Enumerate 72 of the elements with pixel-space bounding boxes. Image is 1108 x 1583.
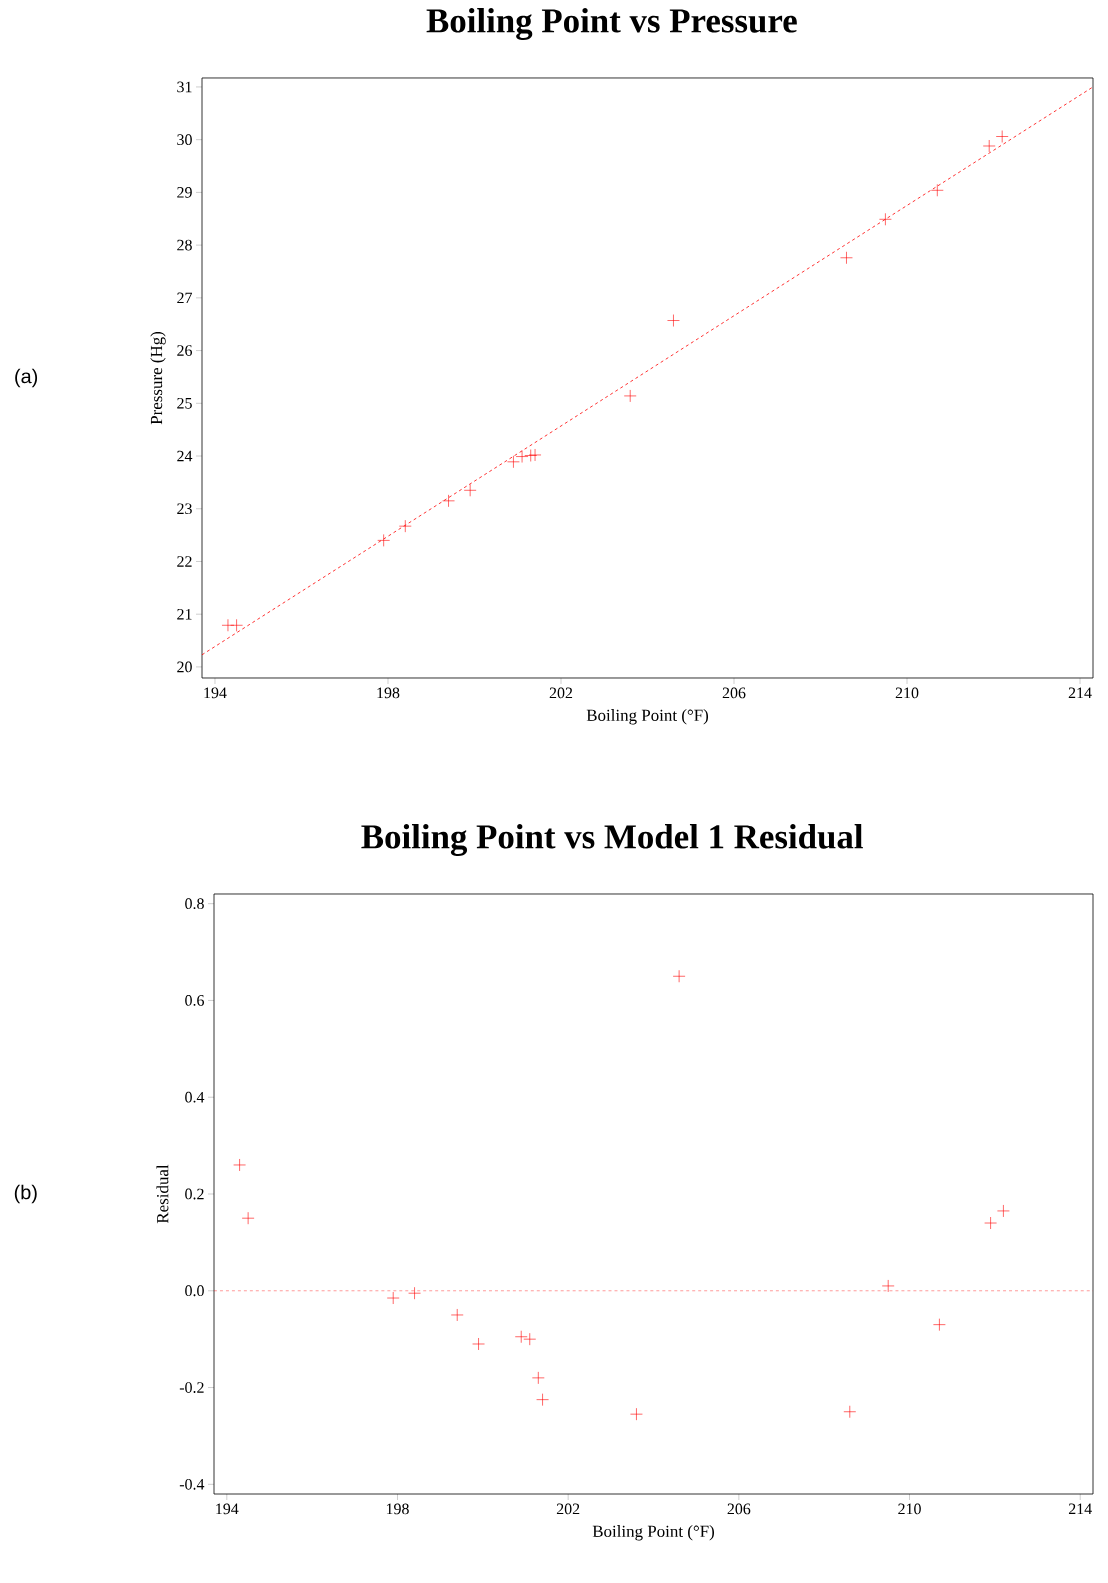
point [241, 1211, 255, 1225]
point [881, 1279, 895, 1293]
point [515, 450, 529, 463]
point [997, 1204, 1010, 1218]
y-tick-label: 0.0 [185, 1285, 204, 1297]
point [672, 969, 686, 983]
x-tick-label: 210 [898, 1503, 921, 1515]
chart-title: Boiling Point vs Pressure [426, 8, 797, 40]
y-tick-label: 30 [177, 134, 192, 146]
x-tick-label: 210 [895, 687, 919, 699]
y-tick-label: 21 [177, 608, 192, 620]
point [442, 494, 455, 508]
x-axis-title: Boiling Point (°F) [586, 709, 709, 725]
y-axis-title: Residual [156, 1164, 169, 1224]
text: (b) [14, 1184, 37, 1204]
x-tick-label: 214 [1068, 687, 1092, 699]
y-tick-label: 24 [177, 450, 193, 462]
y-tick-label: -0.4 [179, 1478, 205, 1490]
point [386, 1291, 400, 1305]
point [514, 1330, 528, 1344]
point [933, 1318, 946, 1331]
x-tick-label: 194 [204, 687, 227, 699]
point [528, 448, 542, 462]
y-tick-label: 27 [177, 292, 193, 304]
y-tick-label: 0.4 [185, 1091, 205, 1103]
y-tick-label: 29 [177, 187, 192, 198]
y-tick-label: 0.6 [185, 995, 205, 1006]
x-tick-label: 198 [377, 687, 400, 699]
point [398, 519, 412, 533]
point [843, 1405, 857, 1419]
x-tick-label: 198 [386, 1503, 409, 1515]
x-tick-label: 206 [722, 687, 746, 699]
point [931, 183, 944, 197]
y-tick-label: 31 [177, 81, 192, 93]
y-axis-title: Pressure (Hg) [150, 331, 166, 425]
point [630, 1407, 643, 1421]
point [840, 251, 853, 265]
point [982, 139, 996, 153]
point [536, 1393, 549, 1406]
y-tick-label: 26 [177, 345, 193, 356]
point [523, 1332, 537, 1346]
point [532, 1371, 545, 1385]
text: (a) [15, 368, 38, 388]
point [524, 449, 538, 462]
y-tick-label: 23 [177, 503, 192, 515]
x-tick-label: 202 [556, 1503, 580, 1515]
point [408, 1286, 421, 1300]
y-tick-label: -0.2 [179, 1382, 204, 1393]
point [233, 1158, 246, 1172]
y-tick-label: 22 [177, 556, 192, 567]
point [472, 1337, 485, 1351]
point [984, 1216, 997, 1230]
point [623, 389, 637, 403]
point [667, 314, 680, 327]
x-axis-title: Boiling Point (°F) [592, 1525, 715, 1541]
y-tick-label: 20 [177, 661, 192, 673]
x-tick-label: 214 [1068, 1503, 1092, 1515]
x-tick-label: 206 [727, 1503, 751, 1515]
x-tick-label: 202 [549, 687, 573, 699]
chart-title: Boiling Point vs Model 1 Residual [361, 824, 863, 856]
y-tick-label: 0.8 [185, 898, 204, 910]
point [463, 483, 477, 497]
point [221, 618, 235, 632]
point [507, 455, 520, 469]
y-tick-label: 0.2 [185, 1188, 204, 1200]
y-tick-label: 25 [177, 397, 192, 409]
x-tick-label: 194 [216, 1503, 239, 1515]
point [879, 212, 892, 226]
point [450, 1308, 464, 1322]
point [995, 130, 1009, 143]
y-tick-label: 28 [177, 239, 192, 251]
point [377, 534, 390, 547]
